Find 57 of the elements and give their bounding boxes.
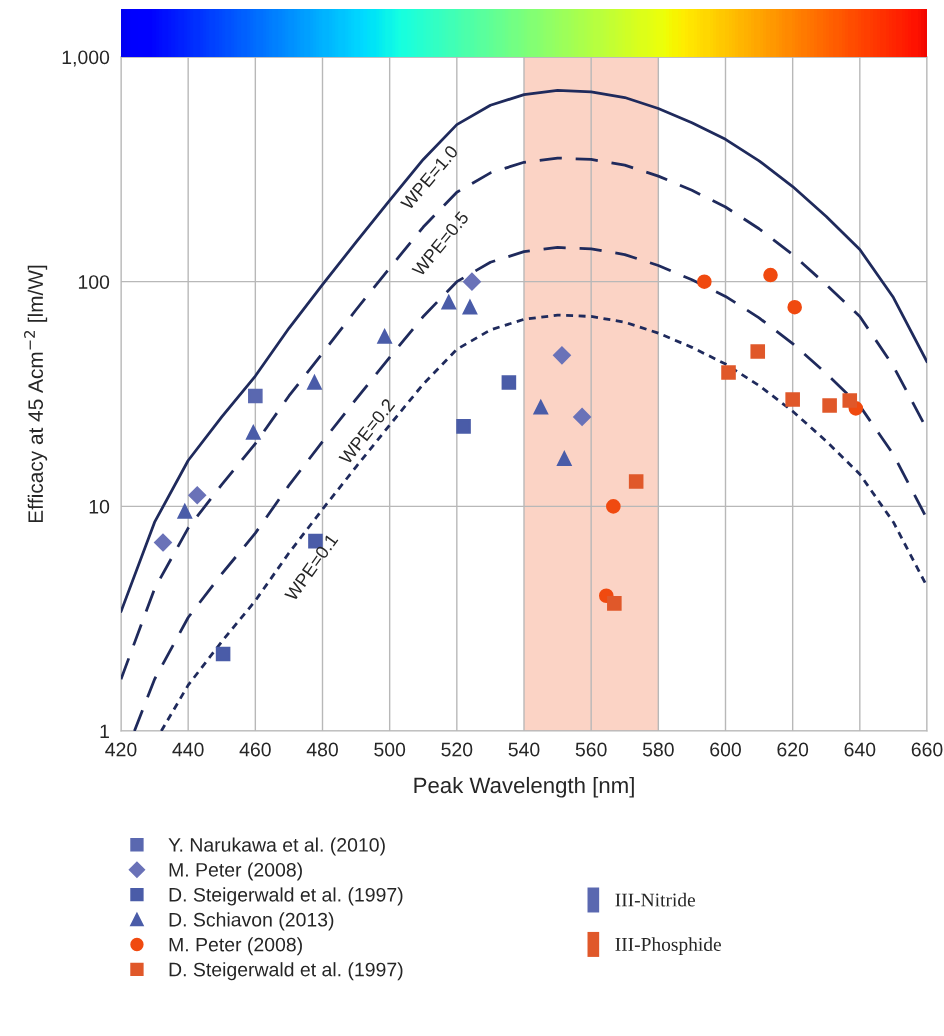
line-series (121, 89, 927, 613)
point (246, 425, 261, 440)
legend-label: D. Schiavon (2013) (169, 912, 334, 931)
x-tick-label: 620 (777, 742, 809, 757)
point (154, 533, 172, 552)
point (177, 504, 193, 519)
x-tick-label: 660 (911, 742, 943, 757)
x-tick-label: 480 (306, 742, 338, 757)
x-tick-label: 500 (374, 742, 406, 757)
point (553, 346, 571, 365)
y-tick-label: 100 (78, 275, 110, 289)
point (533, 399, 549, 415)
point (628, 474, 644, 489)
y-axis-title: Efficacy at 45 Acm$^{−2}$ [lm/W] (24, 265, 48, 523)
point (307, 375, 322, 390)
line-series (159, 313, 927, 731)
point (787, 299, 802, 315)
point (573, 408, 591, 426)
x-tick-label: 420 (105, 742, 137, 757)
point (462, 299, 478, 315)
point (456, 419, 471, 434)
point (501, 375, 517, 390)
point (750, 344, 766, 359)
x-tick-label: 580 (642, 742, 674, 757)
legend-label: D. Steigerwald et al. (1997) (169, 887, 403, 906)
text: III-Nitride (615, 892, 696, 907)
legend-label: D. Steigerwald et al. (1997) (169, 962, 403, 981)
y-tick-label: 1,000 (62, 50, 110, 67)
legend-label: M. Peter (2008) (169, 937, 302, 956)
point (215, 646, 231, 662)
x-tick-label: 640 (844, 742, 876, 757)
point (463, 272, 481, 291)
point (441, 294, 457, 310)
x-axis-title: Peak Wavelength [nm] (414, 776, 634, 798)
point (607, 596, 622, 611)
point (763, 267, 778, 283)
text: III-Phosphide (615, 937, 721, 955)
point (188, 486, 207, 505)
point (721, 365, 736, 380)
x-tick-label: 460 (239, 742, 271, 757)
point (822, 398, 837, 413)
point (377, 329, 392, 344)
y-tick-label: 10 (89, 499, 110, 514)
legend-label: M. Peter (2008) (169, 862, 302, 881)
point (606, 499, 621, 514)
point (557, 451, 572, 466)
legend-label: Y. Narukawa et al. (2010) (168, 837, 385, 856)
x-tick-label: 520 (441, 742, 473, 757)
x-tick-label: 560 (575, 742, 607, 757)
x-tick-label: 600 (710, 742, 741, 757)
x-tick-label: 440 (172, 742, 204, 757)
x-tick-label: 540 (508, 742, 540, 757)
point (248, 388, 263, 404)
point (842, 393, 858, 408)
point (785, 392, 800, 407)
point (697, 274, 712, 289)
y-tick-label: 1 (100, 724, 109, 739)
